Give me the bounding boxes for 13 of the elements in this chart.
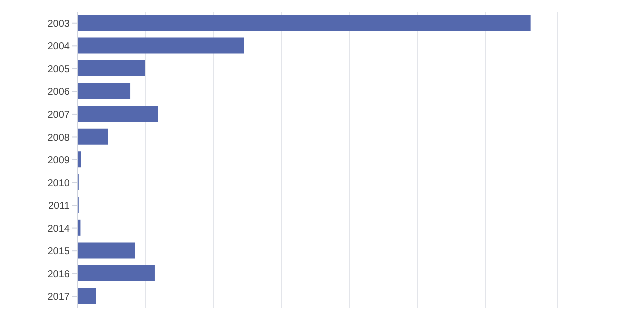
y-tick-label: 2015	[48, 246, 70, 258]
y-tick-label: 2004	[48, 42, 70, 53]
y-tick-label: 2007	[48, 110, 70, 122]
y-tick-label: 2014	[48, 224, 70, 235]
y-tick-label: 2010	[48, 178, 70, 190]
y-tick-label: 2006	[48, 87, 70, 98]
y-tick-label: 2016	[48, 269, 70, 280]
y-tick-label: 2008	[48, 132, 70, 144]
y-tick-label: 2017	[48, 292, 70, 304]
y-tick-label: 2005	[48, 64, 70, 76]
y-tick-label: 2011	[48, 201, 70, 212]
y-tick-label: 2003	[48, 18, 70, 30]
y-tick-label: 2009	[48, 156, 70, 167]
